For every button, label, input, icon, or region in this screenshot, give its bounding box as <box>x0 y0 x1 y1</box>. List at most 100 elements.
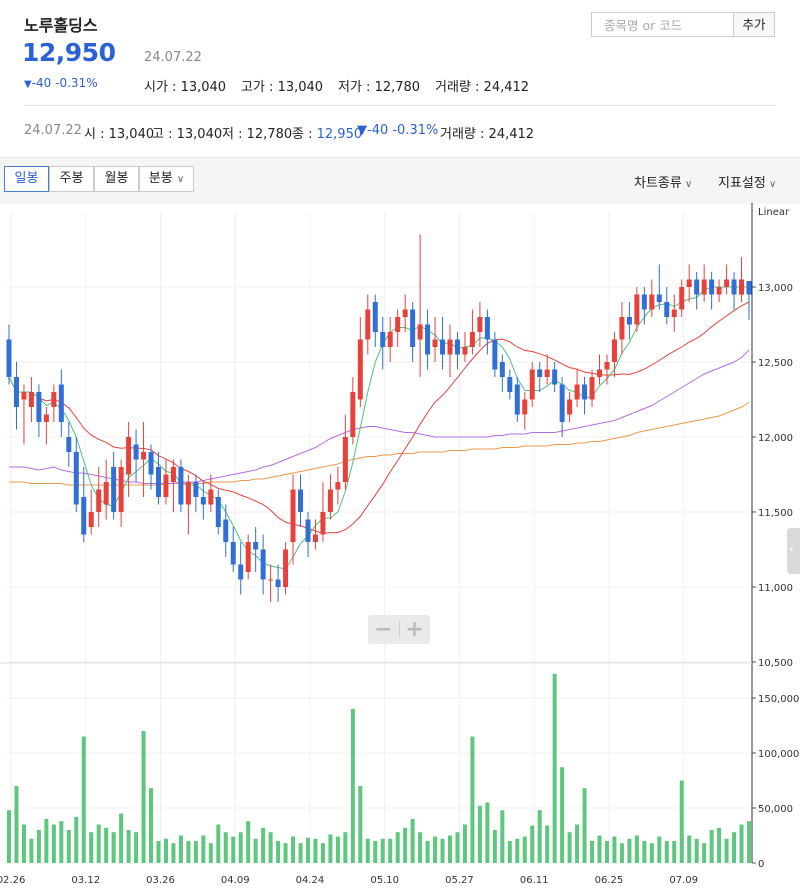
tab-daily[interactable]: 일봉 <box>4 166 49 192</box>
candle-body <box>268 579 274 581</box>
candle-body <box>88 512 94 527</box>
candle-body <box>462 347 468 355</box>
change-percent: -0.31% <box>55 76 98 90</box>
tab-monthly[interactable]: 월봉 <box>94 166 139 192</box>
x-tick-label: 04.24 <box>296 875 325 886</box>
stock-chart[interactable]: 13,000 12,500 12,000 11,500 11,000 10,500 150,… <box>0 203 800 890</box>
zoom-in-button[interactable]: + <box>405 617 424 642</box>
candle-body <box>193 482 199 497</box>
volume-bar <box>291 836 296 863</box>
summary-change: ▼-40 -0.31% <box>357 123 439 138</box>
candle-body <box>522 399 528 415</box>
volume-bar <box>276 841 281 863</box>
volume-bar <box>96 824 101 863</box>
volume-bar <box>395 832 400 863</box>
candle-body <box>447 339 453 355</box>
quote-date: 24.07.22 <box>144 50 202 65</box>
price-tick-label: 10,500 <box>758 658 793 669</box>
candle-body <box>170 467 176 482</box>
x-tick-label: 05.27 <box>445 875 474 886</box>
ma5-line <box>8 286 749 570</box>
candle-body <box>611 339 617 362</box>
volume-bar <box>380 838 385 863</box>
add-button[interactable]: 추가 <box>733 12 775 37</box>
candle-body <box>716 287 722 295</box>
candle-body <box>649 294 655 310</box>
search-input[interactable] <box>602 17 736 34</box>
volume-bar <box>672 841 677 863</box>
volume-tick-label: 0 <box>758 859 764 870</box>
low-price: 저가 : 12,780 <box>338 80 421 95</box>
candle-body <box>126 437 132 475</box>
indicator-menu[interactable]: 지표설정 ∨ <box>718 176 777 191</box>
candle-body <box>365 309 371 340</box>
volume-bar <box>627 838 632 863</box>
volume-bar <box>537 810 542 863</box>
candle-body <box>253 542 259 550</box>
chevron-down-icon: ∨ <box>176 174 185 185</box>
summary-low: 저 : 12,780 <box>222 127 293 142</box>
volume-bar <box>223 832 228 863</box>
volume-bar <box>74 816 79 863</box>
volume-bar <box>66 830 71 863</box>
volume-tick-label: 100,000 <box>758 749 799 760</box>
volume-bar <box>126 830 131 863</box>
volume-bar <box>590 841 595 863</box>
volume-bar <box>425 841 430 863</box>
open-price: 시가 : 13,040 <box>144 80 227 95</box>
candle-body <box>537 369 543 377</box>
candle-body <box>469 332 475 347</box>
candle-body <box>484 317 490 340</box>
volume-bar <box>597 835 602 863</box>
candle-body <box>724 279 730 287</box>
volume-bar <box>462 824 467 863</box>
candle-body <box>200 497 206 505</box>
candle-body <box>477 317 483 332</box>
volume-bar <box>44 819 49 863</box>
x-tick-label: 06.25 <box>595 875 624 886</box>
x-tick-label: 04.09 <box>221 875 250 886</box>
volume-bar <box>358 786 363 863</box>
volume-bar <box>612 836 617 863</box>
candle-body <box>58 384 64 422</box>
volume-tick-label: 50,000 <box>758 804 793 815</box>
price-tick-label: 12,500 <box>758 358 793 369</box>
candle-body <box>178 467 184 505</box>
volume: 거래량 : 24,412 <box>435 80 530 95</box>
search-box[interactable] <box>591 12 736 37</box>
volume-bar <box>575 824 580 863</box>
volume-bar <box>320 843 325 863</box>
candle-body <box>739 279 745 295</box>
stock-name: 노루홀딩스 <box>24 16 98 35</box>
volume-bar <box>522 836 527 863</box>
volume-bar <box>388 838 393 863</box>
volume-bar <box>163 838 168 863</box>
volume-bar <box>724 838 729 863</box>
volume-bar <box>470 736 475 863</box>
tab-minute[interactable]: 분봉 ∨ <box>139 166 194 192</box>
volume-bar <box>7 810 11 863</box>
x-tick-label: 06.11 <box>520 875 549 886</box>
divider <box>399 621 400 638</box>
volume-bar <box>119 813 124 863</box>
zoom-out-button[interactable]: − <box>374 617 393 642</box>
volume-bar <box>702 843 707 863</box>
volume-bar <box>619 843 624 863</box>
volume-bar <box>515 838 520 863</box>
candle-body <box>327 489 333 512</box>
tab-weekly[interactable]: 주봉 <box>49 166 94 192</box>
candle-body <box>357 339 363 400</box>
volume-bar <box>104 827 109 863</box>
candle-body <box>96 489 102 512</box>
candle-body <box>245 542 251 572</box>
volume-bar <box>440 838 445 863</box>
scale-label: Linear <box>758 207 790 218</box>
side-panel-handle[interactable]: ‹ <box>787 528 800 574</box>
chart-type-menu[interactable]: 차트종류 ∨ <box>634 176 693 191</box>
volume-bar <box>365 838 370 863</box>
candle-body <box>432 339 438 347</box>
volume-bar <box>642 841 647 863</box>
volume-bar <box>657 836 662 863</box>
candle-body <box>342 437 348 482</box>
candle-body <box>118 467 124 512</box>
